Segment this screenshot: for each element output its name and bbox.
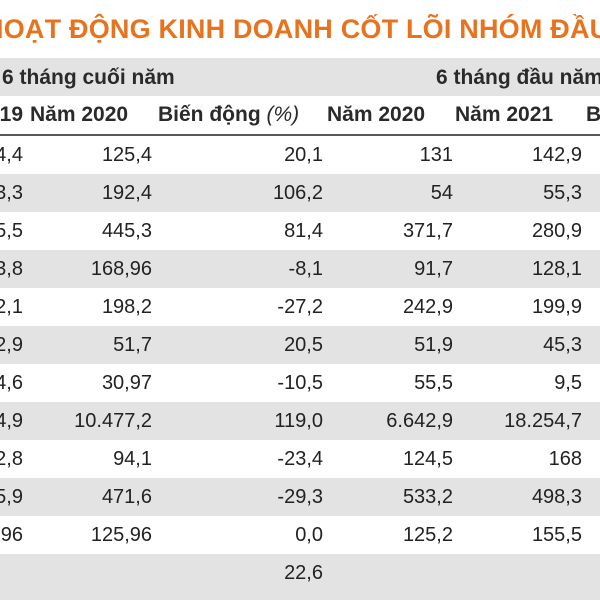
cell: 125,2 [402, 524, 453, 546]
table-row: 665,9 471,6 -29,3 533,2 498,3 [0, 478, 600, 516]
column-header-2020-h2: Năm 2020 [30, 103, 129, 126]
cell: 168 [548, 448, 582, 470]
table-row: 34,6 30,97 -10,5 55,5 9,5 [0, 364, 600, 402]
column-header-2021-h1: Năm 2021 [455, 103, 554, 126]
table-row: 4.784,9 10.477,2 119,0 6.642,9 18.254,7 [0, 402, 600, 440]
cell: 199,9 [531, 296, 582, 318]
cell: 20,1 [284, 144, 323, 166]
table-row: 245,5 445,3 81,4 371,7 280,9 [0, 212, 600, 250]
cell: 6.642,9 [386, 410, 453, 432]
cell: -27,2 [277, 296, 323, 318]
column-header-row: 2019 Năm 2020 Biến động (%) Năm 2020 Năm… [0, 96, 600, 136]
cell: 192,4 [101, 182, 152, 204]
cell: 125,4 [101, 144, 152, 166]
cell: 131 [419, 144, 453, 166]
column-header-2020-h1: Năm 2020 [327, 103, 426, 126]
table-title: HOẠT ĐỘNG KINH DOANH CỐT LÕI NHÓM ĐẦU NG… [0, 13, 600, 44]
cell: 91,7 [414, 258, 453, 280]
table-row-total: 22,6 [0, 554, 600, 600]
cell: 45,3 [543, 334, 582, 356]
cell: 533,2 [402, 486, 453, 508]
cell: 119,0 [274, 410, 323, 432]
cell: 665,9 [0, 486, 23, 508]
cell: 9,5 [554, 372, 582, 394]
cell: 106,2 [272, 182, 323, 204]
cell: 124,5 [402, 448, 453, 470]
cell: 142,9 [531, 144, 582, 166]
cell: 34,6 [0, 372, 23, 394]
cell: 125,96 [90, 524, 152, 546]
table-row: 183,8 168,96 -8,1 91,7 128,1 [0, 250, 600, 288]
cell: 55,5 [414, 372, 453, 394]
cell: 104,4 [0, 144, 23, 166]
cell: 55,3 [543, 182, 582, 204]
table-row: 122,8 94,1 -23,4 124,5 168 [0, 440, 600, 478]
cell: 93,3 [0, 182, 23, 204]
cell: 471,6 [101, 486, 152, 508]
cell: 155,5 [531, 524, 582, 546]
cell: 498,3 [531, 486, 582, 508]
cell: 128,1 [531, 258, 582, 280]
cell: 30,97 [101, 372, 152, 394]
cell: 0,0 [295, 524, 323, 546]
cell: 125,96 [0, 524, 23, 546]
cell: 242,9 [402, 296, 453, 318]
title-bar: HOẠT ĐỘNG KINH DOANH CỐT LÕI NHÓM ĐẦU NG… [0, 0, 600, 58]
cell: -10,5 [277, 372, 323, 394]
cell: -23,4 [277, 448, 323, 470]
cell: -29,3 [277, 486, 323, 508]
cell: 51,7 [113, 334, 152, 356]
cell: 18.254,7 [504, 410, 582, 432]
table-row: 125,96 125,96 0,0 125,2 155,5 [0, 516, 600, 554]
cell: 122,8 [0, 448, 23, 470]
table-row: 42,9 51,7 20,5 51,9 45,3 [0, 326, 600, 364]
group-header-row: 6 tháng cuối năm 6 tháng đầu năm [0, 58, 600, 96]
cell: 94,1 [113, 448, 152, 470]
cell: 280,9 [531, 220, 582, 242]
cell: 272,1 [0, 296, 23, 318]
group-header-right: 6 tháng đầu năm [436, 66, 600, 89]
cell: 168,96 [90, 258, 152, 280]
cell: 10.477,2 [74, 410, 152, 432]
cell: 42,9 [0, 334, 23, 356]
column-header-change-label: Biến động [158, 103, 261, 126]
cell: 20,5 [284, 334, 323, 356]
table-row: 104,4 125,4 20,1 131 142,9 [0, 136, 600, 174]
column-header-change-h1: Biến động (%) [586, 103, 600, 126]
cell: 183,8 [0, 258, 23, 280]
cell: 54 [430, 182, 453, 204]
table-row: 93,3 192,4 106,2 54 55,3 [0, 174, 600, 212]
cell: 81,4 [284, 220, 323, 242]
cell: 371,7 [402, 220, 453, 242]
cell: 245,5 [0, 220, 23, 242]
cell: 4.784,9 [0, 410, 23, 432]
cell: 445,3 [101, 220, 152, 242]
table-row: 272,1 198,2 -27,2 242,9 199,9 [0, 288, 600, 326]
column-header-change-h2: Biến động (%) [158, 103, 299, 127]
cell: 198,2 [101, 296, 152, 318]
column-header-2019: 2019 [0, 103, 23, 126]
group-header-left: 6 tháng cuối năm [2, 66, 175, 89]
cell: 22,6 [284, 562, 323, 584]
column-header-change-unit: (%) [266, 103, 300, 126]
cell: -8,1 [288, 258, 323, 280]
cell: 51,9 [414, 334, 453, 356]
